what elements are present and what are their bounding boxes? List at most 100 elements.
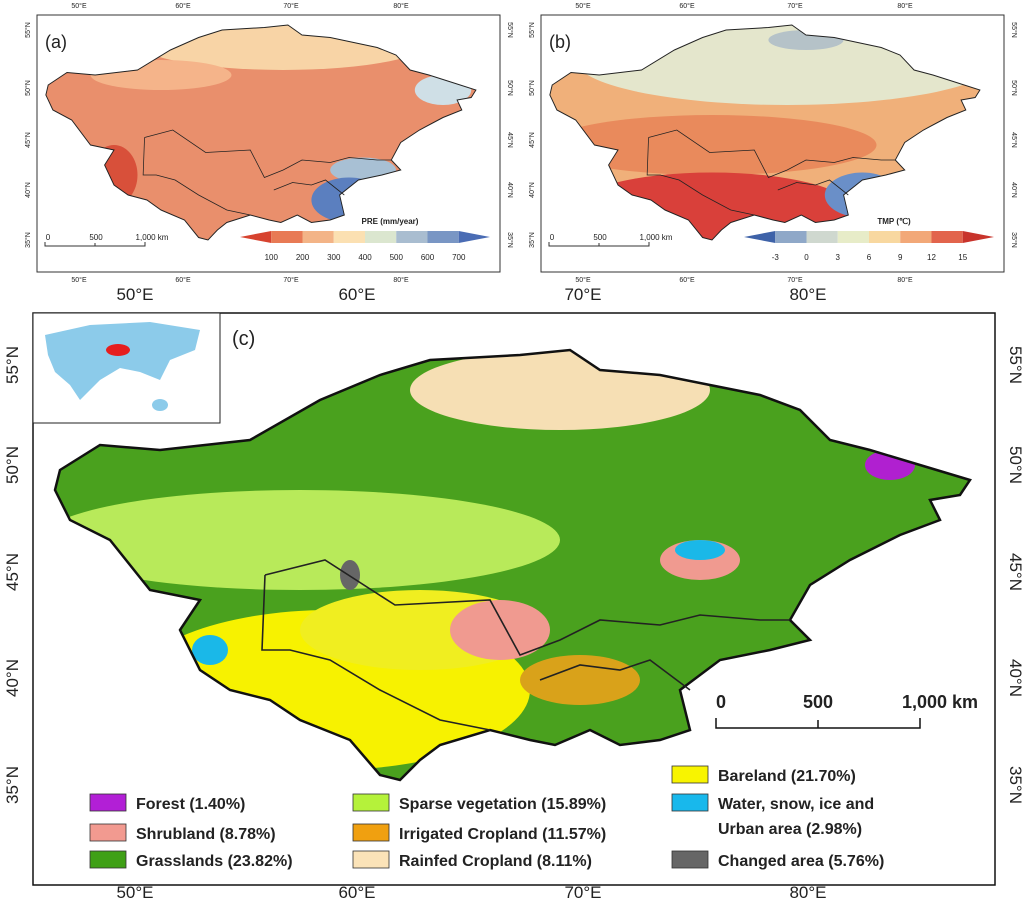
legend-tick: 200: [296, 253, 310, 262]
legend-label: Forest (1.40%): [136, 796, 245, 813]
lat-label: 35°N: [506, 232, 514, 248]
legend-tick: 9: [898, 253, 903, 262]
legend-tick: 3: [836, 253, 841, 262]
lon-label: 60°E: [338, 285, 375, 304]
lat-label: 40°N: [24, 182, 32, 198]
lat-label: 55°N: [1010, 22, 1018, 38]
legend-swatch: [806, 231, 838, 243]
legend-arrow: [744, 231, 776, 243]
legend-swatch: [931, 231, 963, 243]
legend-tick: 400: [358, 253, 372, 262]
lon-label: 50°E: [116, 285, 153, 304]
legend-label: Urban area (2.98%): [718, 821, 862, 838]
legend-swatch: [671, 850, 709, 869]
precipitation-map: [45, 24, 477, 241]
panel-frame: [36, 14, 501, 273]
lat-label: 50°N: [1010, 80, 1018, 96]
lat-label: 45°N: [24, 132, 32, 148]
lat-label: 55°N: [3, 346, 22, 384]
lon-label: 50°E: [575, 276, 591, 284]
lat-label: 45°N: [528, 132, 536, 148]
legend-swatch: [671, 765, 709, 784]
lat-label: 50°N: [1006, 446, 1024, 484]
lon-label: 80°E: [393, 276, 409, 284]
legend-swatch: [775, 231, 807, 243]
scale-bar: [44, 242, 146, 247]
inset-map: [32, 312, 221, 424]
lat-label: 35°N: [1010, 232, 1018, 248]
lon-label: 60°E: [175, 2, 191, 10]
scale-label: 1,000 km: [902, 692, 978, 712]
legend-swatch: [900, 231, 932, 243]
lat-label: 45°N: [1010, 132, 1018, 148]
lon-label: 70°E: [283, 276, 299, 284]
legend-arrow: [458, 231, 490, 243]
lon-label: 50°E: [575, 2, 591, 10]
lat-label: 55°N: [528, 22, 536, 38]
lat-label: 55°N: [24, 22, 32, 38]
lat-label: 50°N: [528, 80, 536, 96]
legend-tick: 500: [390, 253, 404, 262]
legend-swatch: [396, 231, 428, 243]
lon-label: 60°E: [338, 883, 375, 902]
lon-label: 50°E: [116, 883, 153, 902]
scale-bar: [715, 718, 921, 729]
scale-label: 1,000 km: [136, 233, 169, 242]
lon-label: 50°E: [71, 276, 87, 284]
legend-swatch: [427, 231, 459, 243]
lat-label: 35°N: [24, 232, 32, 248]
legend-label: Changed area (5.76%): [718, 853, 884, 870]
lon-label: 80°E: [789, 285, 826, 304]
legend-arrow: [240, 231, 272, 243]
panel-frame: [32, 312, 996, 886]
legend-swatch: [352, 850, 390, 869]
lat-label: 50°N: [3, 446, 22, 484]
lon-label: 70°E: [564, 883, 601, 902]
legend-swatch: [869, 231, 901, 243]
lon-label: 70°E: [283, 2, 299, 10]
scale-label: 500: [89, 233, 103, 242]
lat-label: 35°N: [528, 232, 536, 248]
lat-label: 40°N: [1010, 182, 1018, 198]
legend-title: TMP (℃): [877, 217, 911, 226]
legend-label: Rainfed Cropland (8.11%): [399, 853, 592, 870]
lat-label: 35°N: [1006, 766, 1024, 804]
lat-label: 45°N: [506, 132, 514, 148]
lat-label: 45°N: [3, 553, 22, 591]
lat-label: 55°N: [506, 22, 514, 38]
panel-label: (a): [45, 32, 67, 52]
lon-label: 60°E: [679, 2, 695, 10]
lat-label: 50°N: [506, 80, 514, 96]
legend-swatch: [333, 231, 365, 243]
legend-swatch: [89, 823, 127, 842]
lat-label: 40°N: [1006, 659, 1024, 697]
lon-label: 80°E: [393, 2, 409, 10]
scale-label: 1,000 km: [640, 233, 673, 242]
legend-label: Sparse vegetation (15.89%): [399, 796, 606, 813]
panel-label: (b): [549, 32, 571, 52]
legend-tick: 100: [265, 253, 279, 262]
lon-label: 70°E: [787, 276, 803, 284]
lat-label: 45°N: [1006, 553, 1024, 591]
panel-frame: [540, 14, 1005, 273]
lon-label: 80°E: [897, 2, 913, 10]
lat-label: 40°N: [528, 182, 536, 198]
legend-label: Bareland (21.70%): [718, 768, 856, 785]
legend-tick: 700: [452, 253, 466, 262]
legend-swatch: [352, 793, 390, 812]
lat-label: 50°N: [24, 80, 32, 96]
legend-swatch: [365, 231, 397, 243]
lon-label: 80°E: [897, 276, 913, 284]
legend-tick: -3: [772, 253, 780, 262]
legend-tick: 12: [927, 253, 936, 262]
lon-label: 50°E: [71, 2, 87, 10]
legend-tick: 0: [804, 253, 809, 262]
legend-swatch: [89, 793, 127, 812]
scale-label: 500: [593, 233, 607, 242]
legend-label: Irrigated Cropland (11.57%): [399, 826, 606, 843]
lon-label: 80°E: [789, 883, 826, 902]
scale-bar: [548, 242, 650, 247]
lat-label: 35°N: [3, 766, 22, 804]
legend-title: PRE (mm/year): [362, 217, 419, 226]
